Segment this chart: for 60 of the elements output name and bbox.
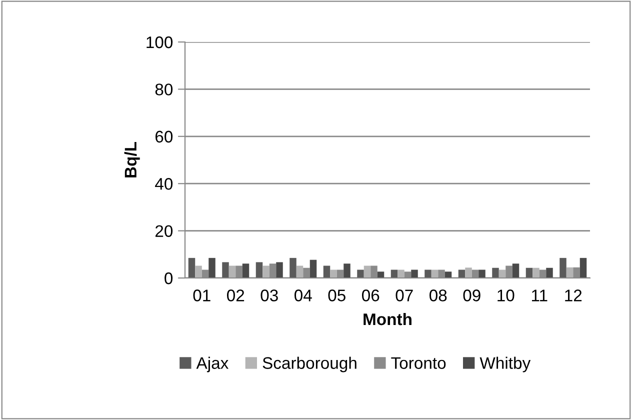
x-tick-label: 09 (463, 290, 480, 302)
y-axis-title: Bq/L (124, 142, 140, 178)
x-tick-label: 02 (227, 290, 244, 302)
x-tick-label: 01 (193, 290, 210, 302)
bar (398, 270, 404, 278)
bar (431, 270, 438, 278)
bar (498, 270, 506, 278)
bar (323, 266, 330, 278)
y-tick-label: 100 (146, 36, 173, 48)
bar (411, 270, 418, 278)
x-tick-label: 07 (396, 290, 413, 302)
bar (390, 270, 398, 278)
bar (262, 266, 270, 278)
bar (330, 270, 337, 278)
x-tick-label: 08 (430, 290, 447, 302)
bar (458, 270, 466, 278)
bar (242, 264, 250, 278)
bar (296, 266, 304, 278)
bar (560, 258, 566, 278)
bar (256, 262, 263, 278)
y-tick-label: 80 (155, 84, 173, 96)
x-tick-label: 03 (260, 290, 278, 302)
x-tick-label: 06 (362, 290, 380, 302)
x-tick-label: 04 (294, 290, 312, 302)
x-tick-label: 05 (328, 290, 346, 302)
bar (532, 268, 540, 278)
bar (276, 262, 283, 278)
bar (465, 268, 472, 278)
bar (195, 266, 202, 278)
bar (492, 268, 499, 278)
bar (208, 258, 216, 278)
legend-label: Whitby (480, 356, 531, 372)
bar (377, 272, 384, 278)
legend-label: Scarborough (262, 356, 356, 372)
x-axis-title: Month (364, 312, 412, 326)
bar (580, 258, 587, 278)
x-tick-label: 10 (498, 290, 514, 302)
y-tick-label: 20 (155, 225, 173, 238)
x-tick-label: 11 (532, 290, 548, 302)
bar (546, 268, 553, 278)
legend-label: Toronto (391, 357, 446, 369)
bar (566, 267, 574, 278)
bar (512, 264, 520, 278)
y-tick-label: 60 (156, 130, 173, 143)
bar (357, 270, 364, 278)
bar (222, 262, 229, 278)
y-tick-label: 0 (164, 272, 173, 284)
bar (188, 258, 196, 278)
y-tick-label: 40 (155, 178, 173, 190)
bar (344, 264, 350, 278)
bar (444, 272, 452, 278)
bar (310, 260, 317, 278)
bar (424, 270, 432, 278)
legend-label: Ajax (196, 356, 228, 372)
bar (478, 270, 486, 278)
bar (228, 266, 236, 278)
bar (364, 266, 371, 278)
x-tick-label: 12 (565, 290, 582, 302)
bar (290, 258, 296, 278)
bar (526, 268, 533, 278)
